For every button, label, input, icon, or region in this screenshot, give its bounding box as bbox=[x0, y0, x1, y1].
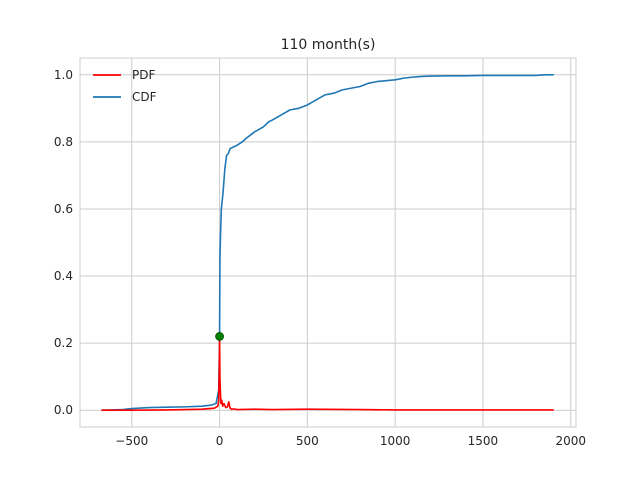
series-line-pdf bbox=[101, 337, 554, 412]
legend: PDF CDF bbox=[93, 68, 157, 104]
x-tick-label: 1000 bbox=[380, 434, 411, 448]
y-tick-label: 0.6 bbox=[54, 202, 73, 216]
x-tick-label: −500 bbox=[115, 434, 148, 448]
y-tick-label: 0.0 bbox=[54, 403, 73, 417]
series-layer bbox=[101, 73, 554, 412]
plot-frame bbox=[79, 57, 577, 428]
series-line-cdf bbox=[101, 73, 554, 412]
y-tick-label: 1.0 bbox=[54, 68, 73, 82]
peak-marker bbox=[215, 332, 224, 341]
y-tick-label: 0.8 bbox=[54, 135, 73, 149]
y-axis-ticks: 0.0 0.2 0.4 0.6 0.8 1.0 bbox=[54, 68, 73, 417]
x-tick-label: 1500 bbox=[468, 434, 499, 448]
x-tick-label: 2000 bbox=[555, 434, 586, 448]
chart-title: 110 month(s) bbox=[281, 37, 376, 53]
x-tick-label: 500 bbox=[296, 434, 319, 448]
x-axis-ticks: −500 0 500 1000 1500 2000 bbox=[115, 434, 586, 448]
legend-label-pdf: PDF bbox=[132, 68, 155, 82]
x-tick-label: 0 bbox=[216, 434, 224, 448]
legend-label-cdf: CDF bbox=[132, 90, 157, 104]
y-tick-label: 0.4 bbox=[54, 269, 73, 283]
grid bbox=[80, 58, 576, 427]
y-tick-label: 0.2 bbox=[54, 336, 73, 350]
